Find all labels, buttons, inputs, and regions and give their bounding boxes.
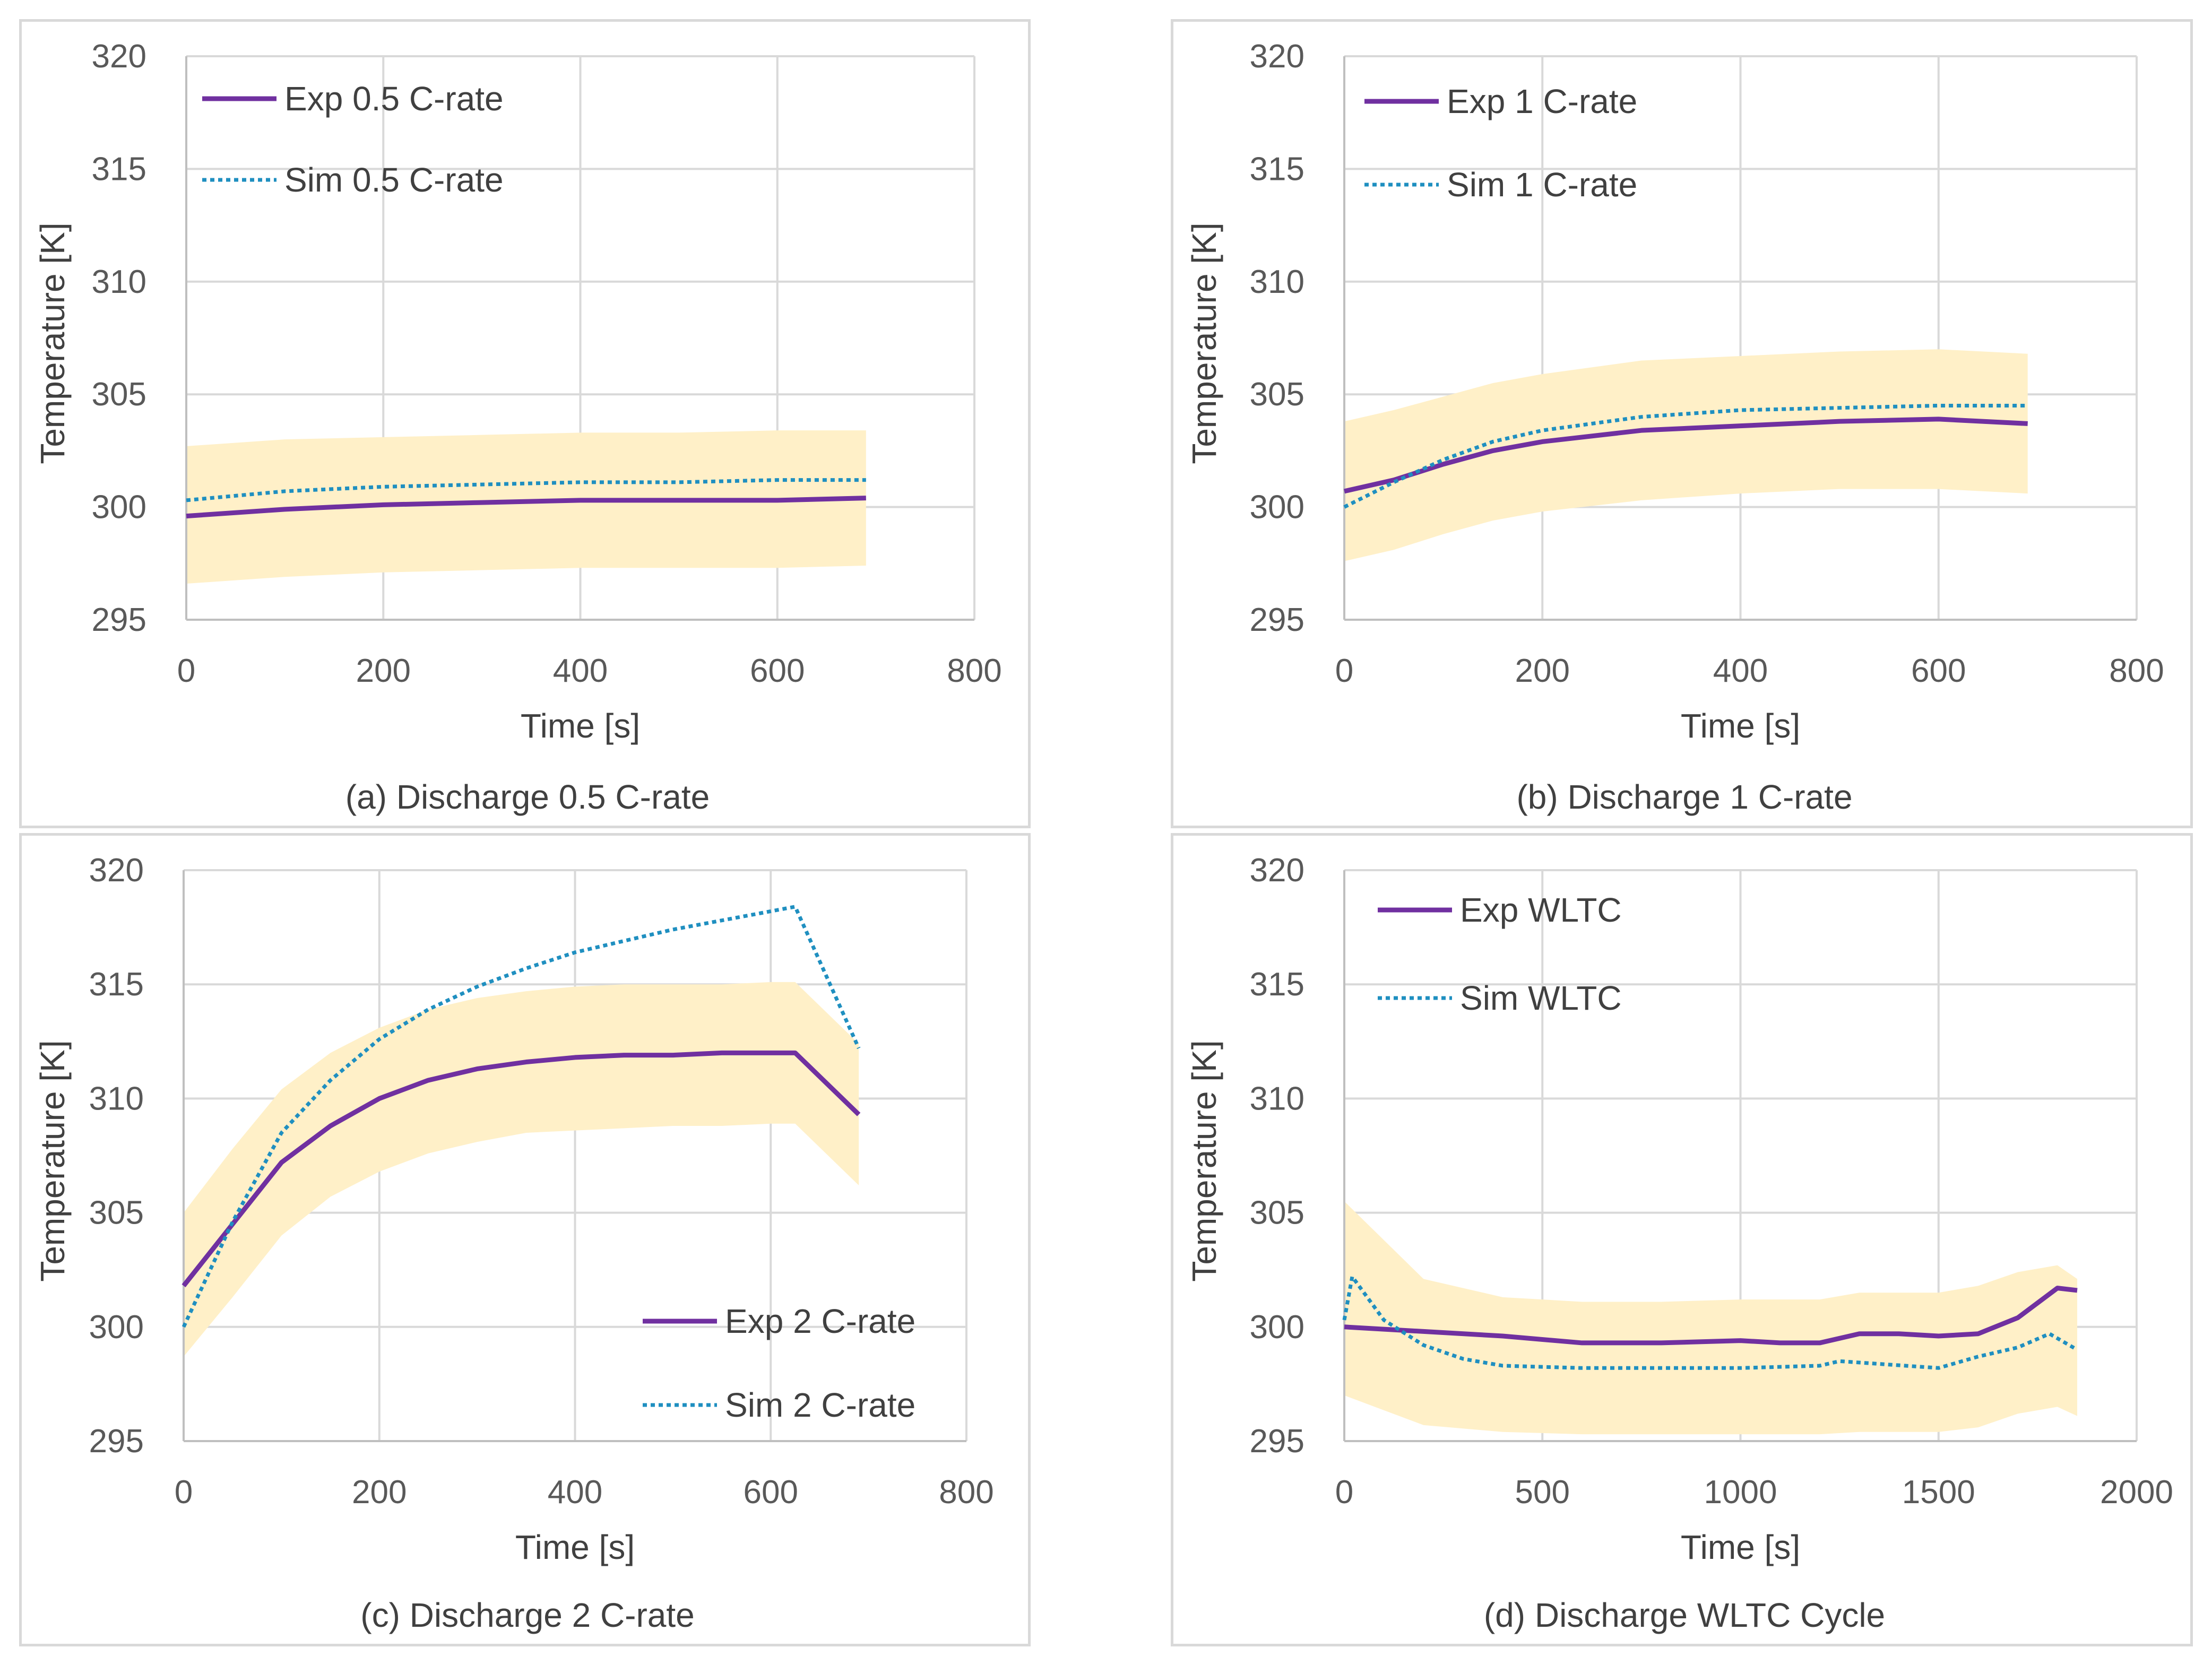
x-tick-label-c-800: 800 — [939, 1474, 993, 1511]
y-tick-label-a-320: 320 — [92, 38, 146, 75]
uncertainty-band-d — [1344, 1201, 2078, 1435]
uncertainty-band-c — [184, 982, 859, 1357]
x-tick-label-a-600: 600 — [750, 653, 805, 689]
legend-label-a-exp: Exp 0.5 C-rate — [284, 80, 504, 118]
x-tick-label-a-800: 800 — [947, 653, 1001, 689]
x-tick-label-b-400: 400 — [1713, 653, 1768, 689]
legend-label-d-sim: Sim WLTC — [1460, 979, 1622, 1017]
x-tick-label-c-600: 600 — [744, 1474, 798, 1511]
x-tick-label-d-0: 0 — [1335, 1474, 1353, 1511]
y-tick-label-b-310: 310 — [1250, 264, 1304, 300]
y-tick-label-a-300: 300 — [92, 489, 146, 526]
y-tick-label-b-305: 305 — [1250, 376, 1304, 413]
y-tick-label-d-300: 300 — [1250, 1309, 1304, 1346]
chart-caption-b: (b) Discharge 1 C-rate — [1516, 778, 1852, 816]
y-tick-label-d-320: 320 — [1250, 852, 1304, 889]
chart-panel-b: 295 300 305 310 315 320 0 200 400 600 800 Time [s] T… — [1171, 19, 2193, 828]
y-axis-title-b: Temperature [K] — [1185, 222, 1223, 464]
x-tick-label-d-1500: 1500 — [1902, 1474, 1975, 1511]
uncertainty-band-b — [1344, 349, 2028, 561]
y-tick-label-c-295: 295 — [89, 1423, 144, 1460]
y-axis-title-a: Temperature [K] — [33, 222, 72, 464]
y-tick-label-a-305: 305 — [92, 376, 146, 413]
y-tick-label-a-315: 315 — [92, 151, 146, 187]
series-line-a-exp — [186, 496, 866, 519]
y-tick-label-b-320: 320 — [1250, 38, 1304, 75]
x-tick-label-a-0: 0 — [177, 653, 195, 689]
y-tick-label-c-310: 310 — [89, 1080, 144, 1117]
x-tick-label-b-0: 0 — [1335, 653, 1353, 689]
chart-svg-b: 295 300 305 310 315 320 0 200 400 600 800 Time [s] T… — [1185, 38, 2164, 816]
x-tick-label-a-200: 200 — [356, 653, 411, 689]
series-line-d-exp — [1344, 1286, 2078, 1346]
y-tick-label-a-310: 310 — [92, 264, 146, 300]
y-tick-label-d-295: 295 — [1250, 1423, 1304, 1460]
x-axis-title-d: Time [s] — [1681, 1528, 1800, 1566]
y-tick-label-c-320: 320 — [89, 852, 144, 889]
x-tick-label-c-0: 0 — [175, 1474, 193, 1511]
legend-label-c-sim: Sim 2 C-rate — [725, 1386, 915, 1424]
chart-panel-c: 295 300 305 310 315 320 0 200 400 600 800 Time [s] T… — [19, 833, 1031, 1646]
y-tick-label-d-315: 315 — [1250, 966, 1304, 1003]
series-line-d-sim — [1342, 1274, 2078, 1370]
x-tick-label-c-200: 200 — [352, 1474, 407, 1511]
series-line-c-exp — [182, 1050, 861, 1288]
x-tick-label-b-200: 200 — [1515, 653, 1570, 689]
legend-label-b-sim: Sim 1 C-rate — [1447, 166, 1637, 204]
y-tick-label-b-315: 315 — [1250, 151, 1304, 187]
y-tick-label-a-295: 295 — [92, 602, 146, 638]
chart-caption-d: (d) Discharge WLTC Cycle — [1484, 1596, 1885, 1634]
x-axis-title-a: Time [s] — [521, 707, 640, 745]
chart-svg-d: 295 300 305 310 315 320 0 500 1000 1500 2000 Time [… — [1185, 852, 2173, 1634]
legend-label-c-exp: Exp 2 C-rate — [725, 1302, 915, 1340]
uncertainty-band-a — [186, 430, 866, 584]
y-tick-label-b-295: 295 — [1250, 602, 1304, 638]
series-line-b-sim — [1343, 403, 2028, 509]
chart-panel-a: 295 300 305 310 315 320 0 200 400 600 800 Time [s] T… — [19, 19, 1031, 828]
series-line-a-sim — [186, 478, 866, 502]
x-tick-label-d-2000: 2000 — [2100, 1474, 2173, 1511]
y-tick-label-d-305: 305 — [1250, 1195, 1304, 1232]
x-tick-label-d-1000: 1000 — [1704, 1474, 1777, 1511]
y-tick-label-c-300: 300 — [89, 1309, 144, 1346]
y-tick-label-b-300: 300 — [1250, 489, 1304, 526]
series-line-c-sim — [182, 905, 861, 1328]
chart-caption-c: (c) Discharge 2 C-rate — [360, 1596, 695, 1634]
x-tick-label-c-400: 400 — [548, 1474, 602, 1511]
y-axis-title-d: Temperature [K] — [1185, 1040, 1223, 1281]
y-tick-label-c-305: 305 — [89, 1195, 144, 1232]
x-tick-label-a-400: 400 — [553, 653, 608, 689]
chart-caption-a: (a) Discharge 0.5 C-rate — [345, 778, 710, 816]
chart-svg-c: 295 300 305 310 315 320 0 200 400 600 800 Time [s] T… — [33, 852, 994, 1634]
x-axis-title-b: Time [s] — [1681, 707, 1800, 745]
y-tick-label-c-315: 315 — [89, 966, 144, 1003]
x-tick-label-b-600: 600 — [1911, 653, 1966, 689]
legend-label-a-sim: Sim 0.5 C-rate — [284, 161, 504, 199]
chart-svg-a: 295 300 305 310 315 320 0 200 400 600 800 Time [s] T… — [33, 38, 1002, 816]
chart-panel-d: 295 300 305 310 315 320 0 500 1000 1500 2000 Time [… — [1171, 833, 2193, 1646]
y-axis-title-c: Temperature [K] — [33, 1040, 72, 1281]
y-tick-label-d-310: 310 — [1250, 1080, 1304, 1117]
legend-label-b-exp: Exp 1 C-rate — [1447, 82, 1637, 120]
x-tick-label-b-800: 800 — [2109, 653, 2164, 689]
legend-label-d-exp: Exp WLTC — [1460, 891, 1622, 929]
x-axis-title-c: Time [s] — [515, 1528, 635, 1566]
x-tick-label-d-500: 500 — [1515, 1474, 1570, 1511]
